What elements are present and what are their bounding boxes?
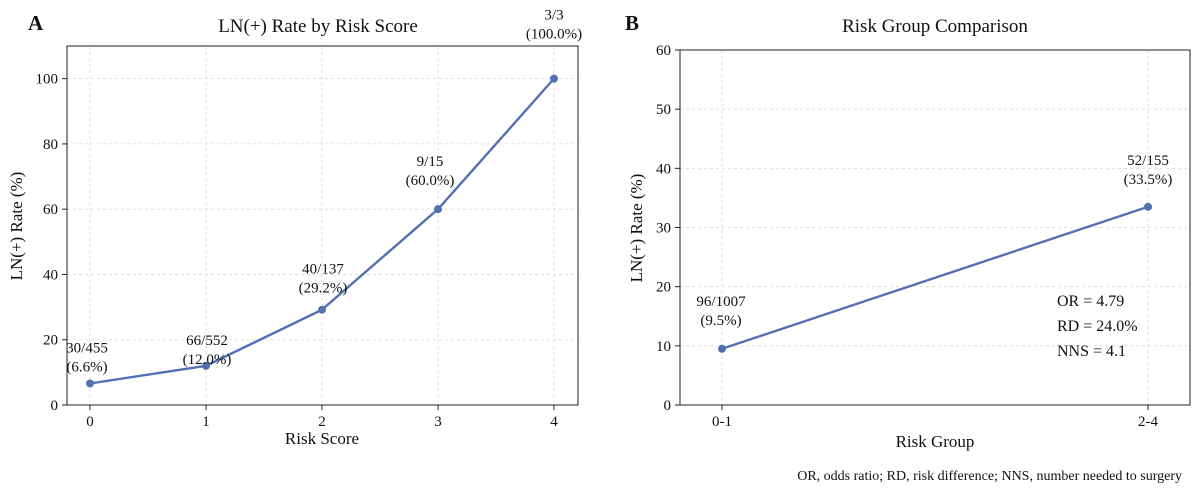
panel-b-y-ticks: 0 10 20 30 40 50 60 — [656, 43, 680, 414]
panel-a-x-axis-label: Risk Score — [285, 429, 359, 448]
b-x-tick-label: 2-4 — [1138, 414, 1158, 430]
b-y-tick-label: 40 — [656, 161, 671, 177]
b-point-label: 52/155 — [1127, 153, 1169, 169]
panel-b-series — [721, 205, 1149, 350]
panel-b: B Risk Group Comparison 96/1007 (9.5%) 52/… — [625, 11, 1191, 451]
a-point-label: (6.6%) — [66, 359, 107, 375]
panel-b-y-axis-label: LN(+) Rate (%) — [627, 174, 646, 283]
a-point-label: 66/552 — [186, 333, 228, 349]
panel-b-x-ticks: 0-1 2-4 — [712, 405, 1158, 430]
b-point-label: 96/1007 — [696, 294, 746, 310]
panel-b-points — [718, 202, 1152, 353]
b-y-tick-label: 20 — [656, 280, 671, 296]
a-y-tick-label: 60 — [43, 202, 58, 218]
a-x-tick-label: 1 — [202, 414, 210, 430]
b-y-tick-label: 50 — [656, 102, 671, 118]
a-data-point — [318, 305, 326, 314]
a-point-label: (100.0%) — [526, 27, 582, 43]
panel-b-point-labels: 96/1007 (9.5%) 52/155 (33.5%) — [696, 153, 1172, 329]
b-point-label: (9.5%) — [700, 313, 741, 329]
panel-b-x-axis-label: Risk Group — [896, 432, 975, 451]
panel-a-y-ticks: 0 20 40 60 80 100 — [36, 72, 67, 414]
panel-a: A LN(+) Rate by Risk Score 30/455 (6.6%) 6… — [7, 8, 582, 448]
b-y-tick-label: 30 — [656, 221, 671, 237]
a-point-label: (60.0%) — [406, 173, 455, 189]
a-y-tick-label: 40 — [43, 267, 58, 283]
panel-b-letter: B — [625, 11, 639, 35]
a-point-label: (29.2%) — [299, 281, 348, 297]
panel-a-x-ticks: 0 1 2 3 4 — [86, 405, 558, 430]
a-point-label: 3/3 — [544, 8, 563, 24]
panel-a-title: LN(+) Rate by Risk Score — [218, 16, 418, 37]
b-data-point — [1144, 202, 1152, 211]
footnote: OR, odds ratio; RD, risk difference; NNS… — [797, 469, 1182, 484]
a-point-label: 30/455 — [66, 340, 108, 356]
a-x-tick-label: 2 — [318, 414, 326, 430]
b-series-line — [721, 205, 1149, 350]
a-x-tick-label: 3 — [434, 414, 442, 430]
a-data-point — [86, 379, 94, 388]
panel-a-plot-frame — [66, 45, 579, 406]
b-y-tick-label: 60 — [656, 43, 671, 59]
stat-odds-ratio: OR = 4.79 — [1057, 293, 1124, 310]
b-data-point — [718, 344, 726, 353]
a-point-label: 40/137 — [302, 262, 344, 278]
b-y-tick-label: 10 — [656, 339, 671, 355]
panel-a-grid — [67, 46, 578, 406]
stat-number-needed: NNS = 4.1 — [1057, 343, 1126, 360]
a-data-point — [202, 361, 210, 370]
b-point-label: (33.5%) — [1124, 172, 1173, 188]
a-y-tick-label: 100 — [36, 72, 59, 88]
stat-risk-difference: RD = 24.0% — [1057, 318, 1138, 335]
panel-a-y-axis-label: LN(+) Rate (%) — [7, 172, 26, 281]
panel-a-letter: A — [28, 11, 44, 35]
a-x-tick-label: 4 — [550, 414, 558, 430]
panel-a-points — [86, 74, 558, 388]
a-x-tick-label: 0 — [86, 414, 94, 430]
a-point-label: (12.0%) — [183, 352, 232, 368]
a-y-tick-label: 20 — [43, 333, 58, 349]
panel-b-title: Risk Group Comparison — [842, 16, 1028, 37]
a-data-point — [434, 205, 442, 214]
panel-a-point-labels: 30/455 (6.6%) 66/552 (12.0%) 40/137 (29.2%) 9/… — [66, 8, 582, 376]
a-data-point — [550, 74, 558, 83]
a-y-tick-label: 0 — [51, 398, 59, 414]
b-y-tick-label: 0 — [664, 398, 672, 414]
a-point-label: 9/15 — [417, 154, 444, 170]
b-x-tick-label: 0-1 — [712, 414, 732, 430]
a-y-tick-label: 80 — [43, 137, 58, 153]
